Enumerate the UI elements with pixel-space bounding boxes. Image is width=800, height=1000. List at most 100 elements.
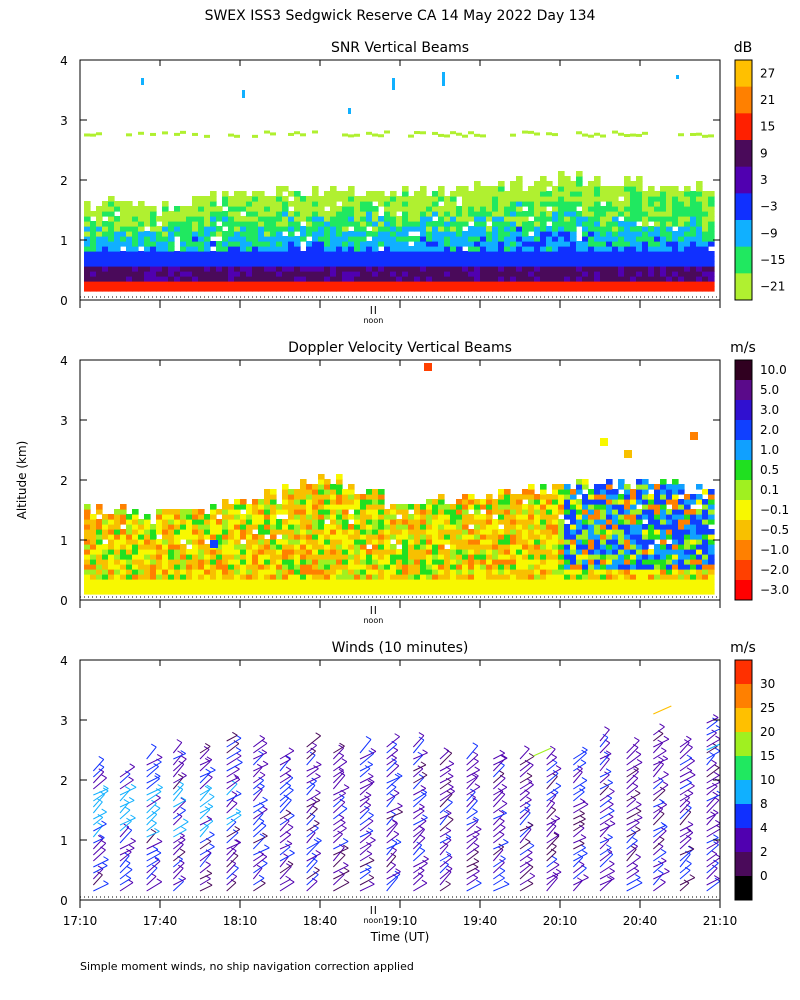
snr-cell [330,201,337,207]
doppler-cell [204,529,211,535]
wind-barb [92,825,103,838]
doppler-cell [210,534,217,540]
snr-cell [696,196,703,202]
doppler-cell [192,524,199,530]
snr-cell [630,216,637,222]
doppler-cell [498,589,505,595]
snr-cell [186,206,193,212]
snr-cell [180,226,187,232]
doppler-cell [318,564,325,570]
colorbar-swatch [735,580,752,601]
doppler-cell [282,584,289,590]
doppler-cell [342,514,349,520]
snr-cell [306,241,313,247]
doppler-cell [558,504,565,510]
doppler-cell [336,589,343,595]
doppler-cell [216,539,223,545]
snr-cell [240,266,247,272]
snr-cell [348,266,355,272]
doppler-cell [696,539,703,545]
doppler-cell [174,554,181,560]
snr-cell [666,201,673,207]
snr-cell [678,133,684,137]
snr-cell [162,286,169,292]
snr-cell [462,231,469,237]
doppler-cell [450,504,457,510]
doppler-cell [114,509,121,515]
doppler-cell [156,509,163,515]
snr-cell [288,241,295,247]
doppler-cell [546,549,553,555]
doppler-cell [390,529,397,535]
wind-barb [306,880,318,892]
snr-cell [444,226,451,232]
snr-cell [90,266,97,272]
doppler-cell [438,589,445,595]
doppler-cell [120,574,127,580]
snr-cell [96,286,103,292]
wind-barb-flag [97,822,103,827]
doppler-cell [612,539,619,545]
snr-cell [318,221,325,227]
snr-cell [684,251,691,257]
doppler-cell [510,524,517,530]
wind-barb-flag [178,760,184,765]
snr-cell [474,276,481,282]
snr-cell [450,261,457,267]
doppler-cell [630,514,637,520]
snr-cell [462,201,469,207]
doppler-cell [708,534,715,540]
doppler-cell [228,529,235,535]
wind-barb [253,738,266,748]
snr-cell [378,221,385,227]
snr-cell [330,256,337,262]
doppler-cell [666,484,673,490]
snr-cell [480,201,487,207]
wind-barb-flag [124,806,131,811]
doppler-cell [300,539,307,545]
snr-cell [462,221,469,227]
snr-cell [588,216,595,222]
snr-cell [276,226,283,232]
doppler-cell [246,539,253,545]
wind-barb [493,870,506,880]
snr-cell [354,276,361,282]
doppler-cell [90,559,97,565]
doppler-cell [222,584,229,590]
snr-cell [492,186,499,192]
snr-cell [276,206,283,212]
snr-cell [198,261,205,267]
doppler-cell [570,574,577,580]
snr-cell [312,281,319,287]
snr-cell [648,186,655,192]
snr-cell [654,241,661,247]
wind-barb [332,874,345,886]
snr-cell [264,211,271,217]
wind-barb-flag [341,805,348,810]
doppler-cell [336,489,343,495]
snr-cell [294,251,301,257]
wind-barb-flag [129,763,135,768]
snr-cell [666,226,673,232]
doppler-cell [432,499,439,505]
doppler-cell [102,524,109,530]
wind-barb-flag [315,732,321,737]
snr-cell [612,266,619,272]
doppler-cell [234,584,241,590]
snr-cell [450,201,457,207]
doppler-cell [150,559,157,565]
doppler-cell [234,504,241,510]
doppler-cell [132,509,139,515]
snr-cell [270,266,277,272]
doppler-cell [624,529,631,535]
doppler-cell [138,574,145,580]
doppler-cell [672,524,679,530]
snr-cell [552,221,559,227]
snr-cell [312,196,319,202]
doppler-cell [510,579,517,585]
wind-barb [386,757,397,766]
snr-cell [480,281,487,287]
doppler-cell [354,579,361,585]
snr-cell [366,196,373,202]
doppler-cell [186,584,193,590]
